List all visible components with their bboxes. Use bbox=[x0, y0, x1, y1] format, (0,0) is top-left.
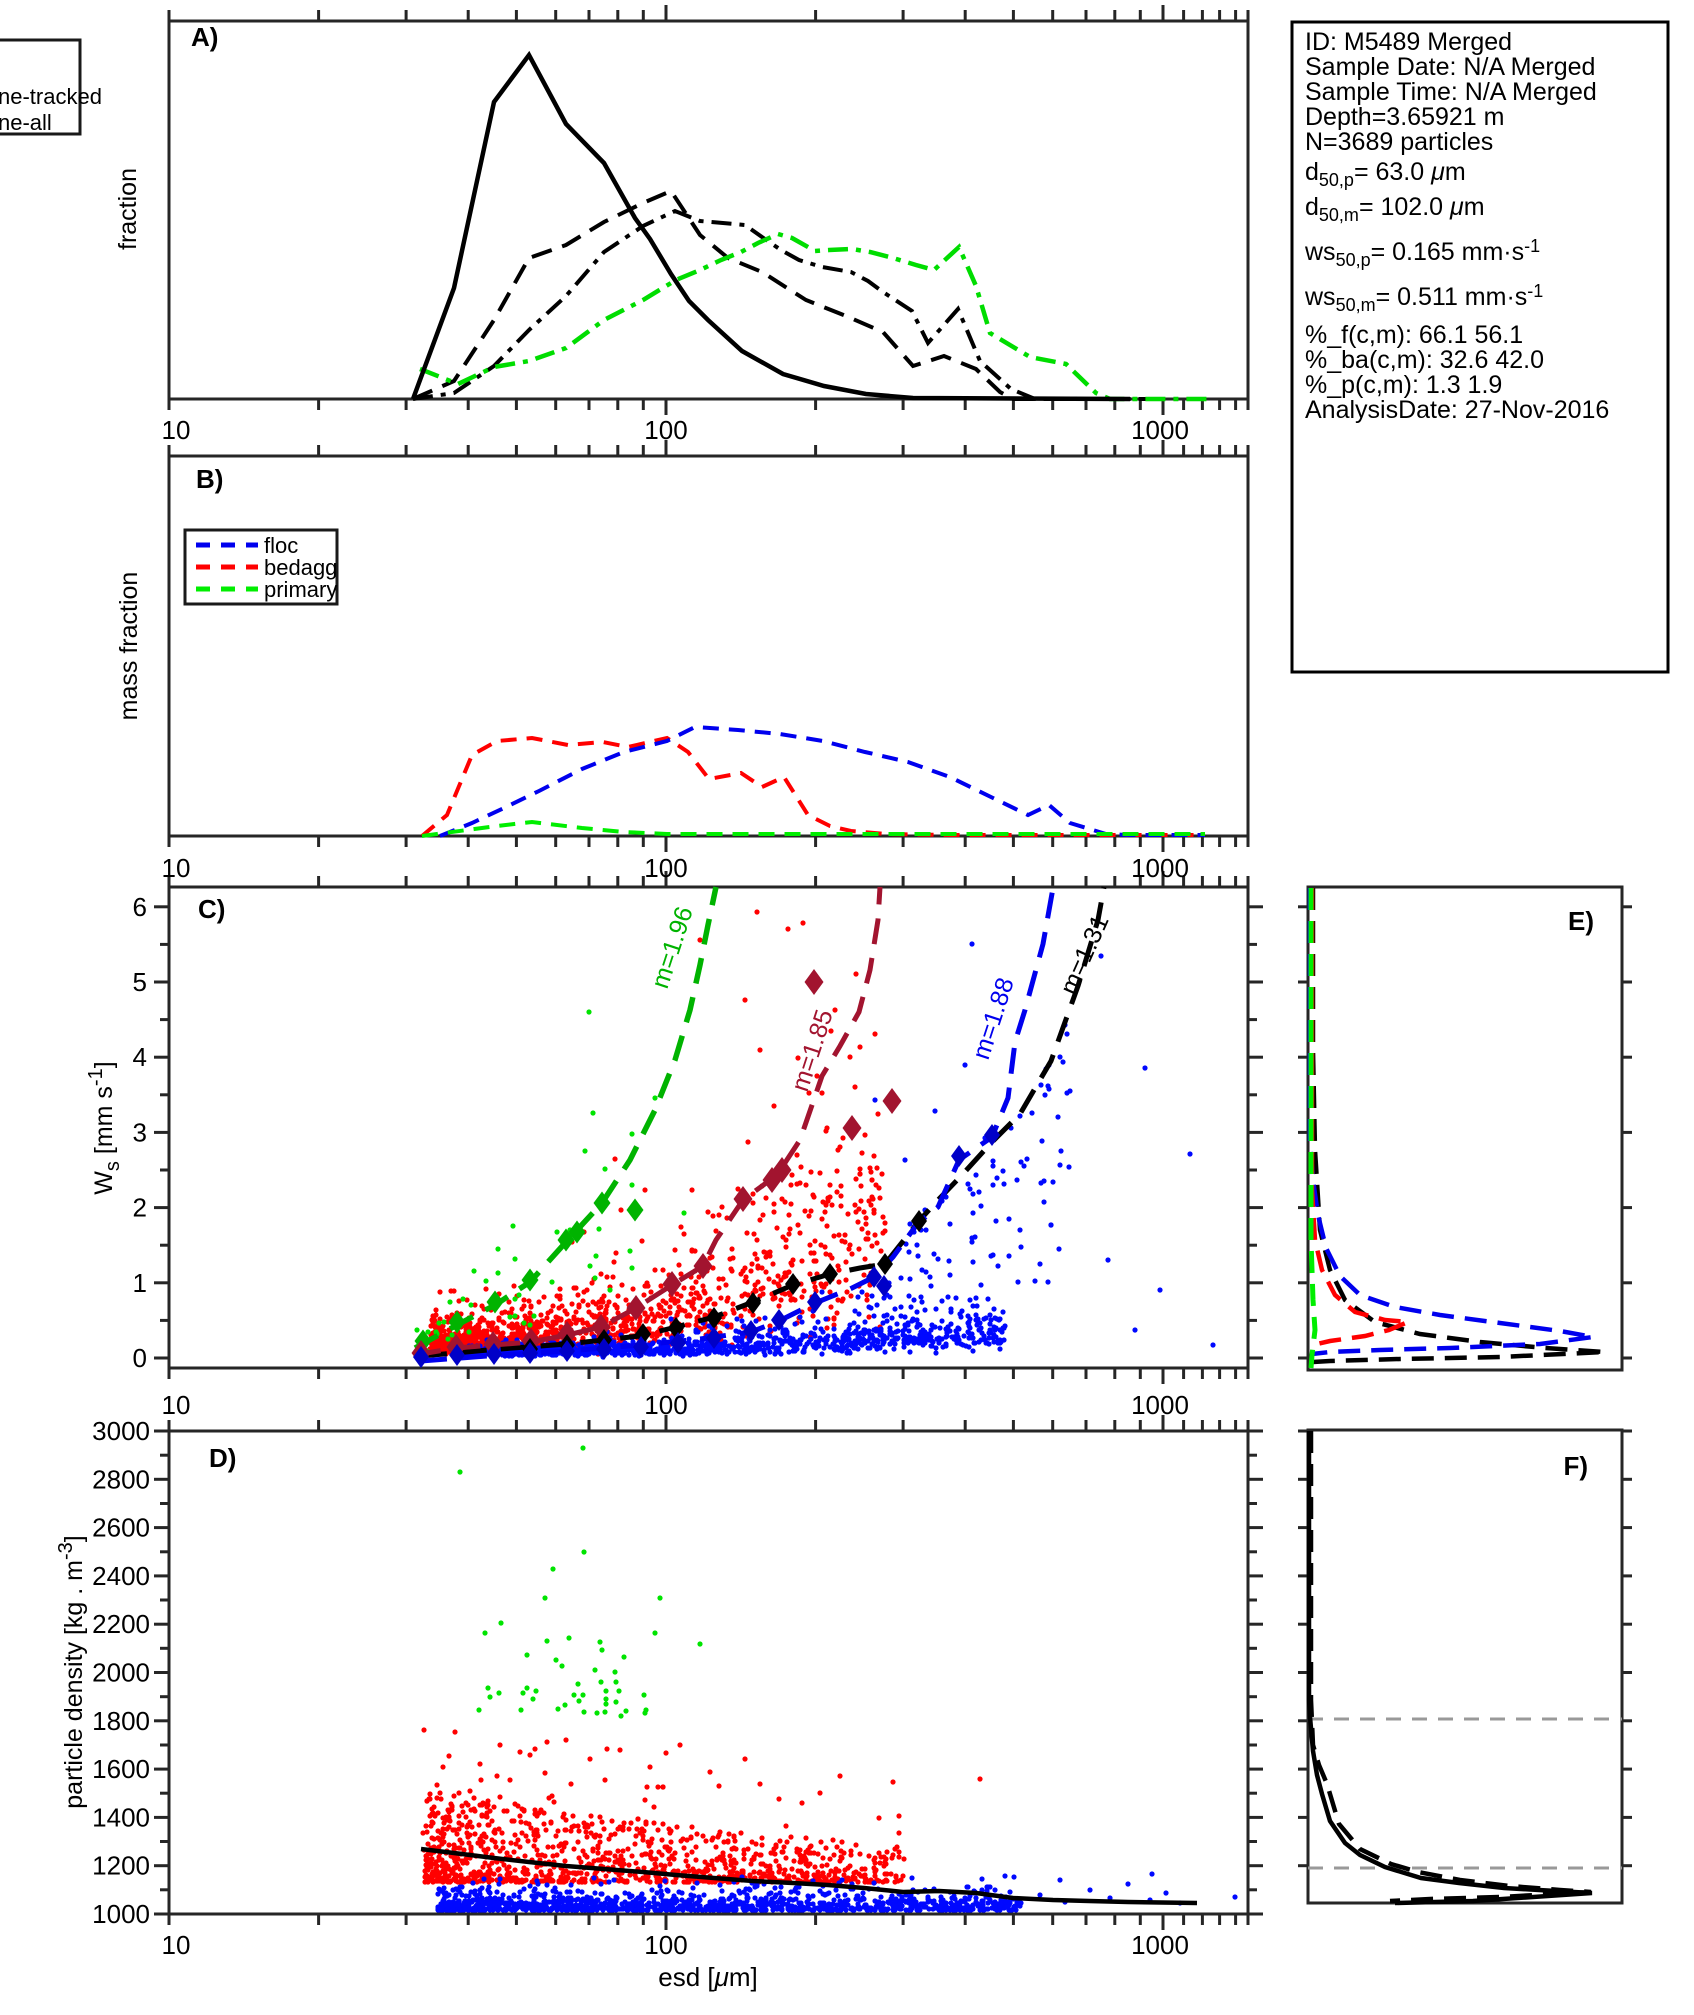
svg-text:D): D) bbox=[209, 1443, 236, 1473]
svg-text:2000: 2000 bbox=[92, 1658, 150, 1688]
svg-text:4: 4 bbox=[133, 1042, 147, 1072]
svg-text:C): C) bbox=[198, 894, 225, 924]
svg-text:10: 10 bbox=[162, 1930, 191, 1960]
svg-text:3000: 3000 bbox=[92, 1416, 150, 1446]
svg-text:bedagg: bedagg bbox=[264, 555, 337, 580]
svg-text:100: 100 bbox=[644, 415, 687, 445]
svg-text:1000: 1000 bbox=[1131, 415, 1189, 445]
svg-text:A): A) bbox=[191, 22, 218, 52]
svg-text:10: 10 bbox=[162, 415, 191, 445]
svg-text:2: 2 bbox=[133, 1193, 147, 1223]
svg-text:particle density [kg . m-3]: particle density [kg . m-3] bbox=[55, 1535, 88, 1808]
svg-text:5: 5 bbox=[133, 967, 147, 997]
svg-text:1000: 1000 bbox=[1131, 1390, 1189, 1420]
svg-text:1000: 1000 bbox=[1131, 853, 1189, 883]
svg-text:mass fraction: mass fraction bbox=[115, 572, 143, 721]
svg-text:1200: 1200 bbox=[92, 1851, 150, 1881]
svg-text:100: 100 bbox=[644, 1930, 687, 1960]
svg-text:ne-all: ne-all bbox=[0, 110, 52, 135]
svg-text:1400: 1400 bbox=[92, 1802, 150, 1832]
svg-text:100: 100 bbox=[644, 853, 687, 883]
svg-text:E): E) bbox=[1568, 906, 1594, 936]
svg-text:1000: 1000 bbox=[92, 1899, 150, 1929]
svg-text:1800: 1800 bbox=[92, 1706, 150, 1736]
svg-text:10: 10 bbox=[162, 1390, 191, 1420]
svg-text:10: 10 bbox=[162, 853, 191, 883]
svg-text:2400: 2400 bbox=[92, 1561, 150, 1591]
svg-text:F): F) bbox=[1563, 1451, 1588, 1481]
svg-text:0: 0 bbox=[133, 1343, 147, 1373]
svg-text:fraction: fraction bbox=[114, 168, 142, 250]
svg-text:1: 1 bbox=[133, 1268, 147, 1298]
svg-text:ne-tracked: ne-tracked bbox=[0, 84, 102, 109]
svg-text:1600: 1600 bbox=[92, 1754, 150, 1784]
svg-text:6: 6 bbox=[133, 892, 147, 922]
svg-text:primary: primary bbox=[264, 577, 337, 602]
svg-text:1000: 1000 bbox=[1131, 1930, 1189, 1960]
svg-text:2600: 2600 bbox=[92, 1513, 150, 1543]
svg-text:3: 3 bbox=[133, 1117, 147, 1147]
svg-text:2200: 2200 bbox=[92, 1609, 150, 1639]
svg-text:B): B) bbox=[196, 464, 223, 494]
svg-text:esd [μm]: esd [μm] bbox=[658, 1962, 758, 1992]
svg-text:floc: floc bbox=[264, 533, 298, 558]
svg-text:2800: 2800 bbox=[92, 1464, 150, 1494]
svg-text:100: 100 bbox=[644, 1390, 687, 1420]
